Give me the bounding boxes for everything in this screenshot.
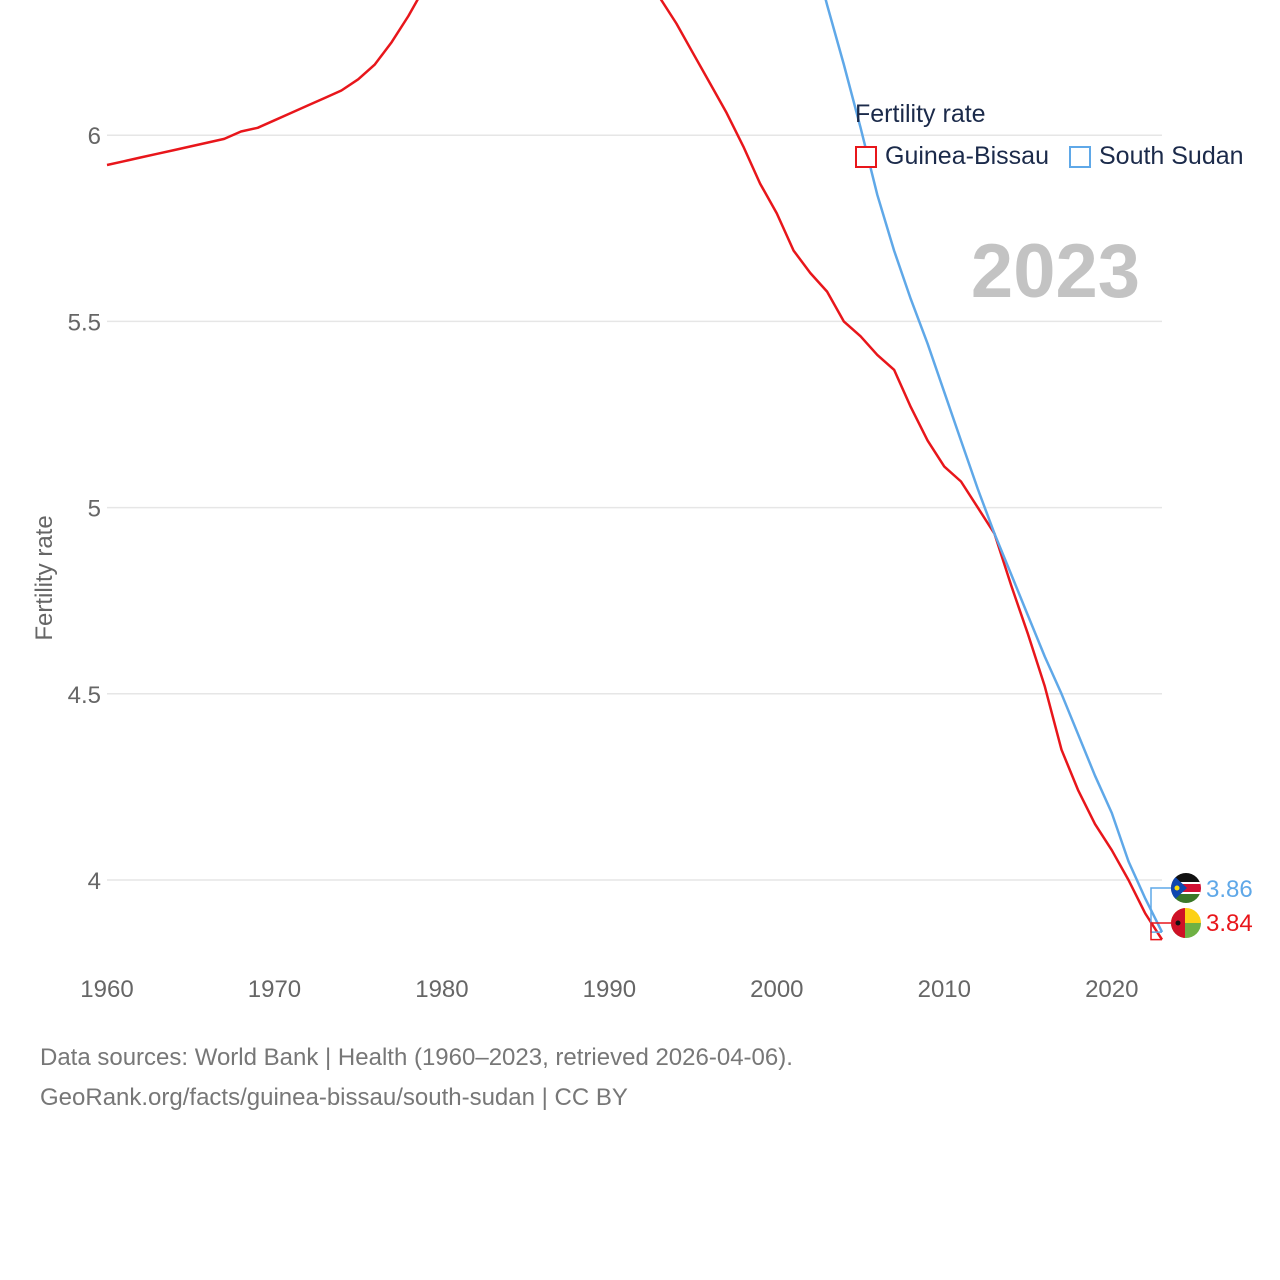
end-label-south-sudan: 3.86 (1206, 876, 1253, 903)
x-tick-label: 1970 (248, 976, 301, 1003)
source-line-1: Data sources: World Bank | Health (1960–… (40, 1044, 793, 1071)
y-tick-label: 4 (88, 868, 101, 895)
legend-swatch-south-sudan (1068, 145, 1091, 168)
y-tick-label: 6 (88, 123, 101, 150)
flag-south-sudan-icon (1171, 873, 1201, 903)
end-markers: 3.86 3.84 (1150, 873, 1253, 941)
x-tick-labels: 1960 1970 1980 1990 2000 2010 2020 (80, 976, 1138, 1003)
legend-swatch-guinea-bissau (855, 145, 877, 168)
x-tick-label: 1990 (583, 976, 636, 1003)
x-tick-label: 2020 (1085, 976, 1138, 1003)
x-tick-label: 1980 (415, 976, 468, 1003)
y-tick-label: 5 (88, 496, 101, 523)
legend: Guinea-Bissau South Sudan (855, 142, 1264, 171)
legend-label-guinea-bissau: Guinea-Bissau (885, 142, 1049, 170)
legend-item-guinea-bissau[interactable]: Guinea-Bissau (855, 142, 1049, 171)
end-connector-south-sudan (1150, 887, 1172, 933)
x-tick-label: 1960 (80, 976, 133, 1003)
end-label-guinea-bissau: 3.84 (1206, 910, 1253, 937)
source-line-2: GeoRank.org/facts/guinea-bissau/south-su… (40, 1084, 628, 1111)
flag-guinea-bissau-icon (1171, 908, 1201, 938)
end-connector-guinea-bissau (1150, 922, 1172, 941)
legend-label-south-sudan: South Sudan (1098, 142, 1244, 170)
legend-item-south-sudan[interactable]: South Sudan (1068, 142, 1244, 171)
y-tick-labels: 44.555.566.577.5 (68, 123, 101, 895)
series-line-south-sudan (824, 0, 1164, 933)
current-year-label: 2023 (970, 229, 1140, 314)
y-tick-label: 4.5 (68, 682, 101, 709)
y-axis-label: Fertility rate (31, 515, 58, 640)
legend-title: Fertility rate (855, 100, 986, 128)
grid-lines (107, 134, 1162, 881)
x-tick-label: 2000 (750, 976, 803, 1003)
series-lines (106, 0, 1164, 941)
x-tick-label: 2010 (918, 976, 971, 1003)
series-line-guinea-bissau (106, 0, 1164, 941)
y-tick-label: 5.5 (68, 309, 101, 336)
